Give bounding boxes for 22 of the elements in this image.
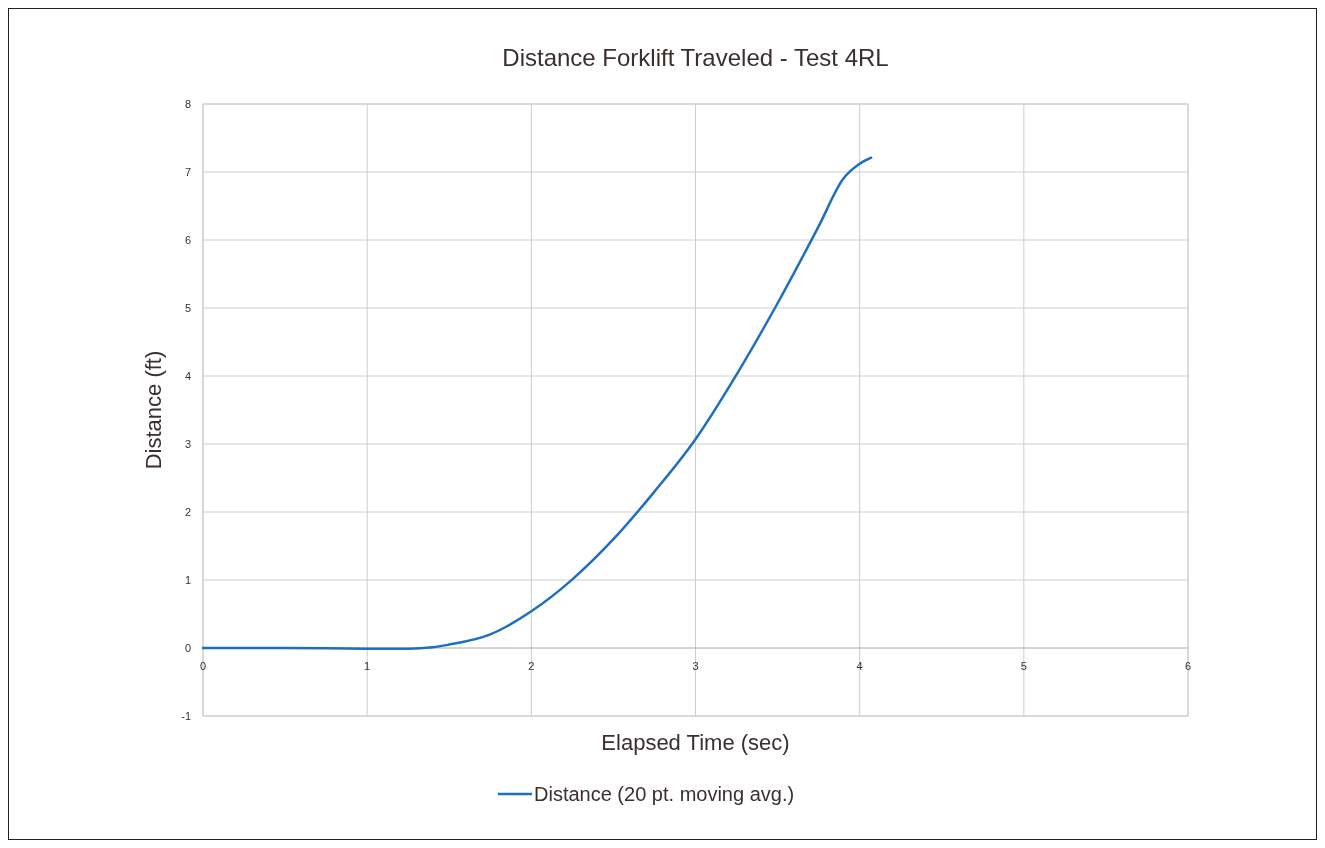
x-axis-title: Elapsed Time (sec) (601, 730, 790, 755)
y-axis-title: Distance (ft) (141, 350, 166, 470)
legend-label: Distance (20 pt. moving avg.) (534, 783, 795, 805)
x-tick-label: 4 (856, 660, 863, 672)
x-tick-label: 5 (1020, 660, 1027, 672)
y-tick-label: 8 (184, 97, 191, 110)
x-tick-label: 3 (692, 660, 699, 672)
y-tick-label: 1 (184, 573, 191, 586)
x-tick-label: 2 (528, 660, 535, 672)
y-tick-label: 3 (184, 437, 191, 450)
line-series (201, 156, 873, 650)
x-tick-label: 0 (199, 660, 207, 672)
x-tick-label: 1 (364, 660, 371, 672)
y-tick-label: 7 (184, 165, 191, 178)
y-tick-label: 2 (184, 505, 191, 518)
y-tick-label: 5 (184, 301, 191, 314)
x-tick-label: 6 (1184, 660, 1192, 672)
chart-title: Distance Forklift Traveled - Test 4RL (502, 44, 889, 71)
y-tick-label: 4 (184, 369, 191, 382)
y-tick-label: -1 (181, 709, 191, 722)
y-tick-label: 0 (184, 641, 191, 654)
y-tick-label: 6 (184, 233, 191, 246)
